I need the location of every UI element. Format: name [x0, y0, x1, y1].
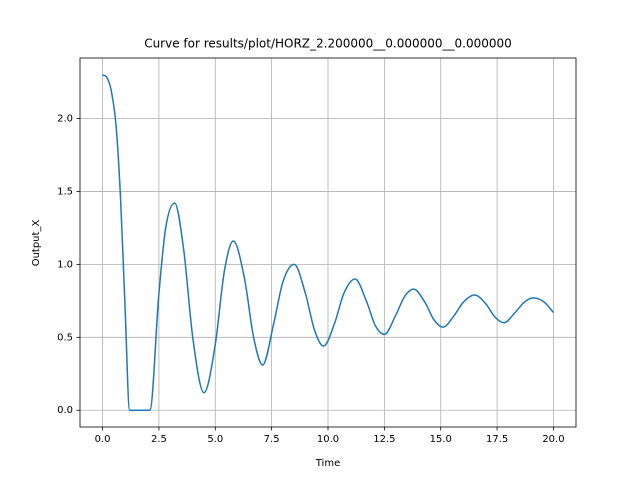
axes-frame — [79, 57, 577, 428]
x-tick-label: 0.0 — [95, 434, 111, 445]
y-tick-label: 0.0 — [57, 405, 73, 416]
x-tick-label: 5.0 — [207, 434, 223, 445]
x-tick-label: 15.0 — [430, 434, 452, 445]
x-tick-label: 2.5 — [151, 434, 167, 445]
x-tick-label: 12.5 — [373, 434, 395, 445]
y-axis-label: Output_X — [31, 220, 42, 267]
x-tick-label: 7.5 — [264, 434, 280, 445]
x-tick-label: 20.0 — [542, 434, 564, 445]
chart-title: Curve for results/plot/HORZ_2.200000__0.… — [144, 37, 512, 51]
x-tick-label: 17.5 — [486, 434, 508, 445]
data-line — [102, 74, 555, 411]
x-tick-label: 10.0 — [317, 434, 339, 445]
y-tick-label: 2.0 — [57, 114, 73, 125]
y-tick-label: 0.5 — [57, 332, 73, 343]
x-axis-label: Time — [315, 458, 340, 469]
y-tick-label: 1.0 — [57, 259, 73, 270]
y-tick-label: 1.5 — [57, 186, 73, 197]
